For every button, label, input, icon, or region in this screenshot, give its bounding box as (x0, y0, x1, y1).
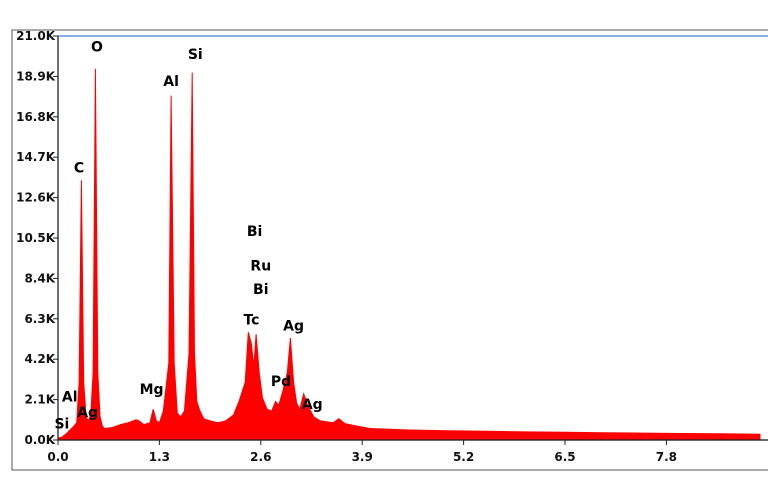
y-tick-label: 14.7K (16, 150, 56, 164)
y-tick-label: 6.3K (24, 312, 55, 326)
y-tick-label: 0.0K (24, 433, 55, 447)
axis-layer (57, 36, 768, 441)
peak-label: Si (54, 416, 69, 432)
y-tick-label: 16.8K (16, 110, 56, 124)
x-tick-label: 2.6 (250, 450, 271, 464)
peak-label: Bi (253, 282, 268, 298)
peak-label: Mg (140, 382, 164, 398)
x-tick-label: 6.5 (554, 450, 575, 464)
x-tick-label: 1.3 (149, 450, 170, 464)
spectrum-series-0 (57, 68, 761, 441)
peak-label: Tc (243, 313, 259, 329)
peak-label: Ag (302, 397, 323, 413)
x-tick-label: 0.0 (47, 450, 68, 464)
peak-label: Al (62, 390, 78, 406)
peak-label: Ru (250, 259, 271, 275)
y-tick-label: 12.6K (16, 191, 56, 205)
y-tick-label: 18.9K (16, 69, 56, 83)
y-tick-label: 21.0K (16, 29, 56, 43)
peak-label: Ag (283, 318, 304, 334)
peak-label: Al (163, 74, 179, 90)
peak-label: C (74, 161, 84, 177)
y-tick-group: 0.0K 2.1K 4.2K 6.3K 8.4K 10.5K 12.6K 14.7K 16.8K… (16, 29, 58, 447)
x-tick-group: 0.0 1.3 2.6 3.9 5.2 6.5 7.8 (47, 440, 677, 464)
y-tick-label: 4.2K (24, 352, 55, 366)
outer-frame (11, 29, 768, 471)
peak-label: Si (188, 47, 203, 63)
peak-label: Bi (247, 224, 262, 240)
peak-label: Pd (271, 374, 291, 390)
y-tick-label: 8.4K (24, 271, 55, 285)
y-tick-label: 2.1K (24, 393, 55, 407)
peak-label: Ag (77, 405, 98, 421)
plot-area-border (57, 35, 768, 441)
x-tick-label: 7.8 (656, 450, 677, 464)
series-layer (57, 68, 761, 441)
x-tick-label: 5.2 (453, 450, 474, 464)
x-tick-label: 3.9 (352, 450, 373, 464)
peak-label: O (91, 39, 103, 55)
y-tick-label: 10.5K (16, 231, 56, 245)
